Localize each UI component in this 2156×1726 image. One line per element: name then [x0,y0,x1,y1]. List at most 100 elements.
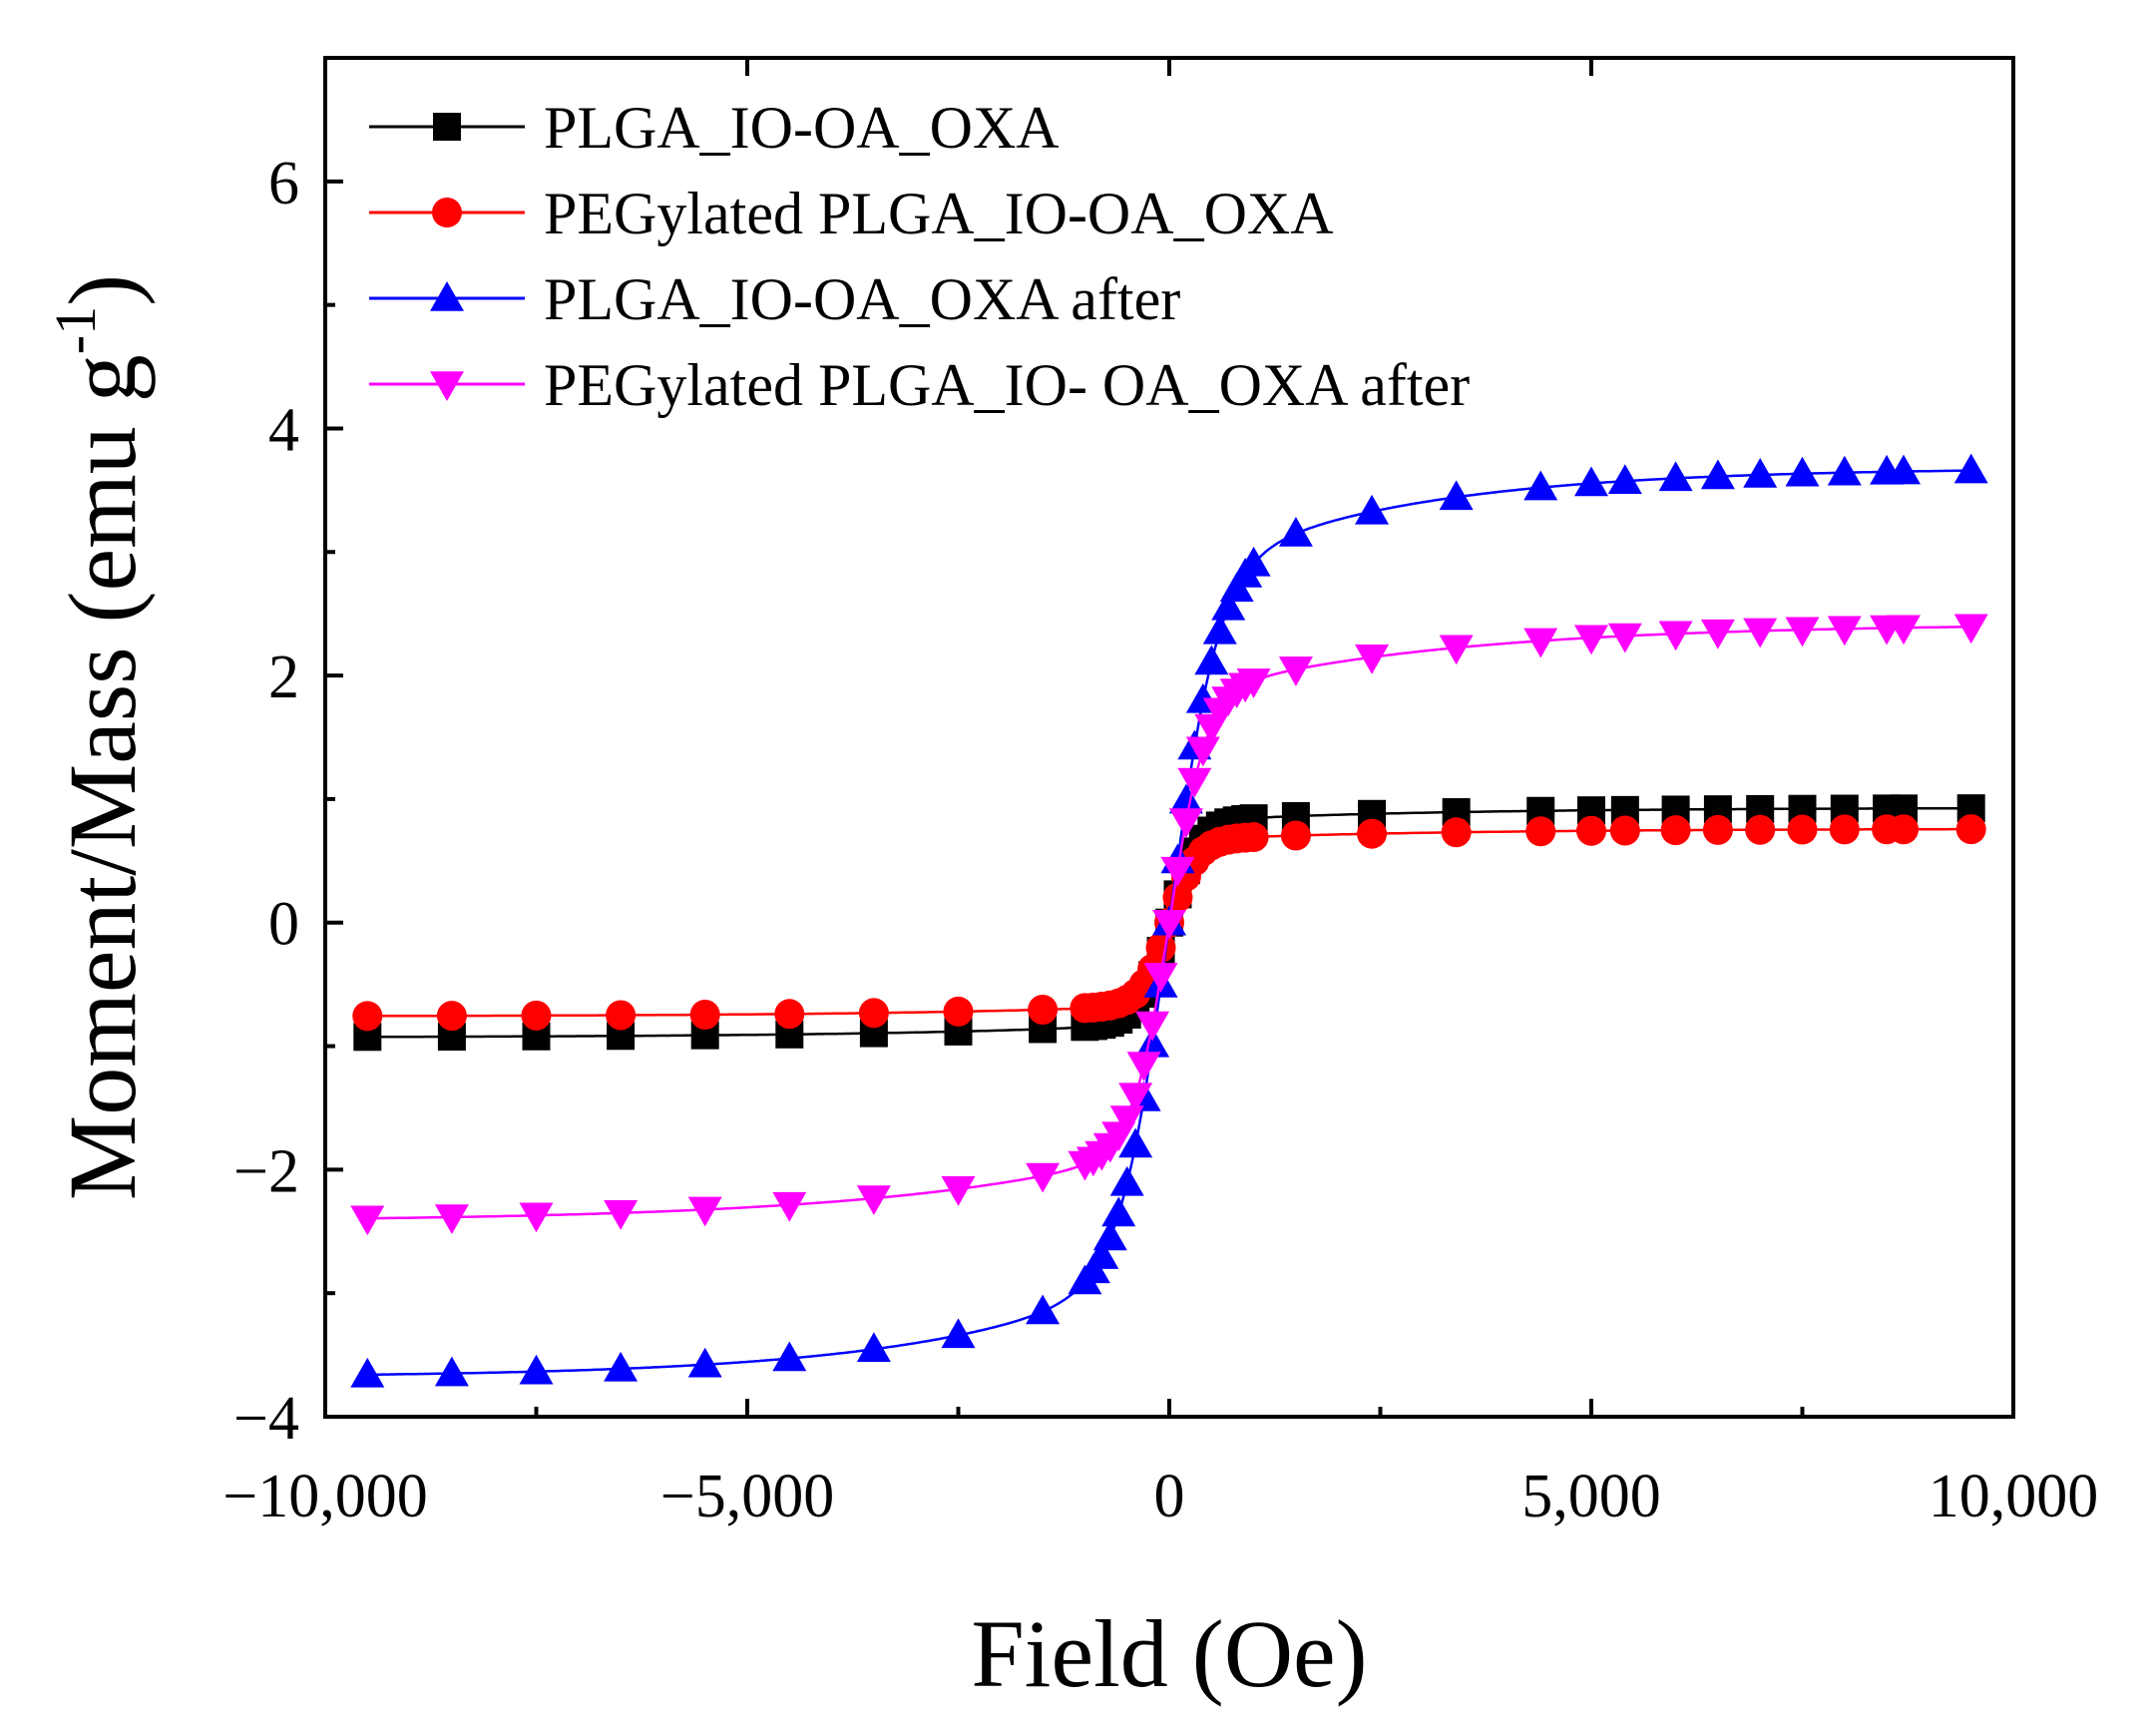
data-point [856,1185,891,1216]
data-point [1889,814,1920,845]
data-point [519,1202,554,1233]
data-point [941,1318,976,1349]
y-tick-label: 4 [268,396,299,464]
data-point [1357,818,1388,849]
data-point [1745,814,1776,845]
axis-ticks: −10,000 −5,000 0 5,000 10,000 −4 −2 0 2 4 6 [222,58,2098,1530]
data-point [1160,856,1195,887]
data-point [1177,767,1212,798]
data-point [1118,1127,1153,1158]
data-point [772,1191,807,1222]
data-point [1658,621,1693,651]
data-point [434,1204,469,1234]
data-point [1658,461,1693,492]
data-point [1607,623,1642,653]
x-tick-label: 5,000 [1521,1463,1661,1530]
y-tick-label: −2 [233,1137,299,1205]
legend-marker [430,371,464,401]
x-tick-label: −10,000 [222,1463,427,1530]
x-tick-label: −5,000 [660,1463,834,1530]
y-axis-title-sup: -1 [43,306,108,354]
data-point [604,1351,639,1382]
data-point [1523,470,1558,501]
data-point [1439,480,1474,511]
legend: PLGA_IO-OA_OXA PEGylated PLGA_IO-OA_OXA PL… [369,95,1470,418]
data-point [1211,590,1246,621]
data-point [1785,617,1820,647]
data-point [1238,822,1269,853]
data-point [1145,932,1176,963]
data-point [1126,1052,1161,1081]
y-axis-title-close: ) [49,274,156,306]
data-point [1280,820,1311,851]
data-point [1827,455,1862,486]
y-tick-label: 6 [268,150,299,217]
data-point [1887,454,1922,485]
data-point [1135,1027,1170,1058]
data-point [1700,619,1735,649]
series-layer [350,453,1988,1388]
data-point [519,1354,554,1385]
data-point [604,1200,639,1230]
data-point [1953,453,1988,484]
data-point [1523,628,1558,658]
data-point [1026,1294,1061,1325]
y-tick-label: −4 [233,1385,299,1453]
data-point [687,1196,722,1227]
data-point [1827,616,1862,647]
data-point [689,1000,720,1031]
y-tick-label: 2 [268,644,299,711]
data-point [606,1000,637,1031]
legend-marker [432,198,462,227]
x-tick-label: 10,000 [1929,1463,2099,1530]
data-point [352,1001,383,1032]
data-point [1439,635,1474,665]
data-point [1743,458,1778,488]
legend-label: PLGA_IO-OA_OXA after [544,266,1180,332]
data-point [1185,736,1220,767]
data-point [1278,656,1313,686]
data-point [1787,814,1818,845]
data-point [1026,1162,1061,1193]
data-point [1829,814,1860,845]
data-point [521,1000,552,1031]
data-point [1955,814,1986,845]
data-point [1168,808,1203,838]
y-axis-title-main: Moment/Mass (emu g [49,354,156,1200]
data-point [350,1357,385,1388]
data-point [1101,1196,1136,1227]
legend-label: PEGylated PLGA_IO-OA_OXA [544,181,1334,246]
data-point [1660,815,1691,846]
data-point [1441,817,1472,848]
x-axis-title: Field (Oe) [971,1600,1367,1707]
data-point [1028,994,1059,1025]
data-point [858,998,889,1029]
data-point [1092,1220,1127,1251]
y-tick-label: 0 [268,891,299,959]
data-point [1574,625,1608,655]
data-point [856,1332,891,1363]
data-point [1135,1011,1170,1042]
legend-marker [433,113,461,141]
series-4 [350,614,1988,1236]
data-point [350,1205,385,1236]
data-point [1355,645,1390,674]
data-point [1143,963,1178,993]
data-point [1194,645,1229,675]
plot-frame [323,56,2015,1419]
legend-marker [430,281,464,311]
data-point [1525,816,1556,847]
data-point [1574,466,1608,497]
legend-label: PEGylated PLGA_IO- OA_OXA after [544,352,1470,418]
data-point [1236,668,1271,698]
data-point [943,996,974,1027]
data-point [774,999,805,1030]
data-point [1168,783,1203,814]
data-point [1607,464,1642,494]
data-point [1785,456,1820,487]
data-point [1700,459,1735,490]
data-point [1152,909,1186,940]
data-point [1109,1105,1144,1135]
data-point [1118,1082,1153,1113]
